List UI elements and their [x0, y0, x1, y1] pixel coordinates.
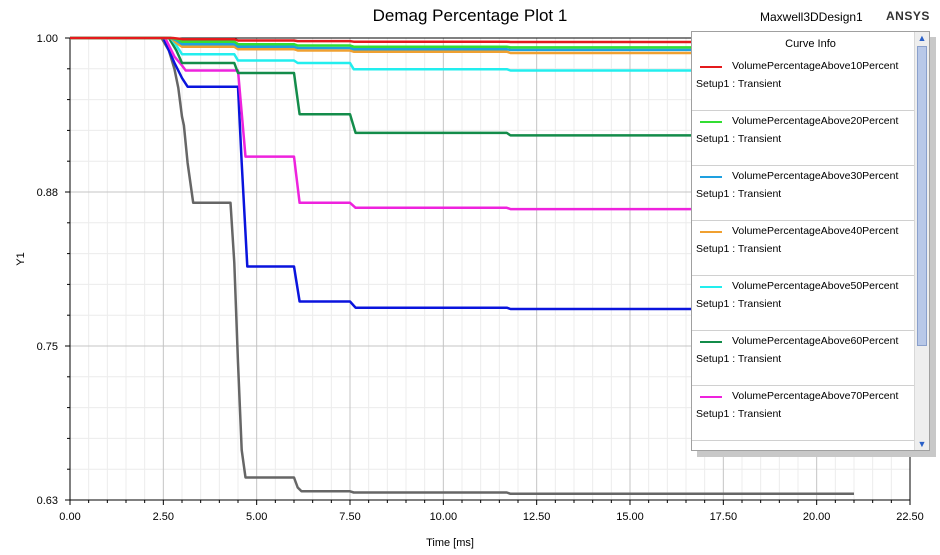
x-tick-label: 2.50 [153, 511, 174, 523]
series-line-7 [70, 36, 854, 211]
curve-info-legend[interactable]: Curve Info VolumePercentageAbove10Percen… [691, 31, 930, 451]
legend-swatch [700, 121, 722, 123]
legend-swatch [700, 286, 722, 288]
legend-series-setup: Setup1 : Transient [696, 353, 782, 365]
x-tick-label: 10.00 [430, 511, 458, 523]
legend-swatch [700, 341, 722, 343]
legend-swatch [700, 66, 722, 68]
design-name: Maxwell3DDesign1 [760, 10, 863, 24]
scroll-down-icon[interactable]: ▼ [917, 439, 927, 449]
legend-series-name: VolumePercentageAbove40Percent [732, 225, 899, 237]
legend-swatch [700, 176, 722, 178]
legend-entry[interactable]: VolumePercentageAbove70Percent Setup1 : T… [692, 386, 914, 441]
legend-scrollbar[interactable]: ▲ ▼ [914, 32, 929, 450]
legend-series-name: VolumePercentageAbove60Percent [732, 335, 899, 347]
x-tick-label: 12.50 [523, 511, 551, 523]
series-line-4 [70, 36, 854, 55]
series-line-5 [70, 36, 854, 72]
legend-title: Curve Info [785, 38, 836, 50]
legend-entry[interactable]: VolumePercentageAbove60Percent Setup1 : T… [692, 331, 914, 386]
legend-list: VolumePercentageAbove10Percent Setup1 : T… [692, 56, 914, 441]
scroll-up-icon[interactable]: ▲ [917, 33, 927, 43]
scroll-thumb[interactable] [917, 46, 927, 346]
series-line-8 [70, 36, 854, 311]
brand-logo: ANSYS [886, 9, 930, 23]
legend-entry[interactable]: VolumePercentageAbove10Percent Setup1 : T… [692, 56, 914, 111]
legend-series-name: VolumePercentageAbove70Percent [732, 390, 899, 402]
legend-entry[interactable]: VolumePercentageAbove30Percent Setup1 : T… [692, 166, 914, 221]
x-tick-label: 5.00 [246, 511, 267, 523]
legend-entry[interactable]: VolumePercentageAbove20Percent Setup1 : T… [692, 111, 914, 166]
x-axis-label: Time [ms] [426, 537, 474, 549]
legend-series-setup: Setup1 : Transient [696, 188, 782, 200]
x-tick-label: 20.00 [803, 511, 831, 523]
legend-swatch [700, 396, 722, 398]
x-tick-label: 17.50 [710, 511, 738, 523]
legend-series-setup: Setup1 : Transient [696, 78, 782, 90]
x-tick-label: 22.50 [896, 511, 924, 523]
series-line-1 [70, 36, 854, 44]
x-tick-label: 0.00 [59, 511, 80, 523]
legend-series-setup: Setup1 : Transient [696, 408, 782, 420]
series-line-9 [70, 36, 854, 496]
legend-entry[interactable]: VolumePercentageAbove40Percent Setup1 : T… [692, 221, 914, 276]
y-axis-label: Y1 [15, 252, 27, 265]
y-tick-label: 0.75 [37, 341, 58, 353]
legend-series-setup: Setup1 : Transient [696, 298, 782, 310]
legend-series-name: VolumePercentageAbove50Percent [732, 280, 899, 292]
legend-series-setup: Setup1 : Transient [696, 133, 782, 145]
y-tick-label: 1.00 [37, 33, 58, 45]
x-tick-label: 15.00 [616, 511, 644, 523]
legend-series-name: VolumePercentageAbove20Percent [732, 115, 899, 127]
legend-entry[interactable]: VolumePercentageAbove50Percent Setup1 : T… [692, 276, 914, 331]
y-tick-label: 0.88 [37, 187, 58, 199]
x-tick-label: 7.50 [339, 511, 360, 523]
legend-swatch [700, 231, 722, 233]
legend-series-name: VolumePercentageAbove30Percent [732, 170, 899, 182]
legend-series-name: VolumePercentageAbove10Percent [732, 60, 899, 72]
plot-title: Demag Percentage Plot 1 [372, 6, 568, 25]
series-line-6 [70, 36, 854, 137]
y-tick-label: 0.63 [37, 495, 58, 507]
legend-series-setup: Setup1 : Transient [696, 243, 782, 255]
